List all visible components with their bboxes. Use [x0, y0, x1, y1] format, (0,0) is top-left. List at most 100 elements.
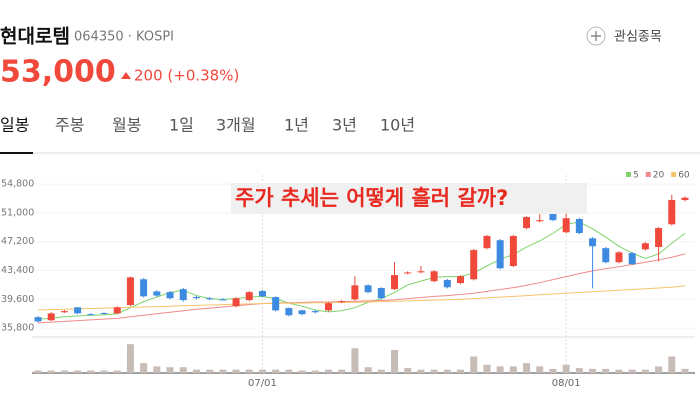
volume-bar	[245, 369, 253, 373]
candle-body	[74, 307, 82, 314]
legend-label: 60	[678, 171, 690, 181]
tab[interactable]: 10년	[380, 116, 415, 135]
candle-body	[377, 287, 385, 299]
candle-body	[34, 317, 42, 322]
y-tick-label: 47,200	[1, 236, 34, 247]
candle-body	[351, 285, 359, 300]
tab[interactable]: 주봉	[55, 116, 84, 135]
stock-name: 현대로템	[0, 26, 70, 48]
volume-bar	[404, 368, 412, 373]
candle-body	[549, 214, 557, 221]
candle-body	[113, 307, 121, 314]
candle-body	[602, 248, 610, 263]
volume-bar	[285, 369, 293, 373]
volume-bar	[470, 356, 478, 373]
volume-bar	[536, 366, 544, 373]
y-tick-label: 51,000	[1, 207, 34, 218]
x-tick-label: 08/01	[552, 378, 581, 389]
volume-bar	[549, 368, 557, 373]
candle-body	[258, 291, 266, 297]
candle-body	[575, 218, 583, 234]
stock-code: 064350 · KOSPI	[74, 30, 174, 45]
volume-bar	[523, 363, 531, 373]
candle-body	[166, 292, 174, 299]
volume-bar	[391, 349, 399, 373]
price: 53,000	[0, 55, 116, 90]
candle-body	[192, 297, 200, 299]
up-triangle	[121, 72, 131, 79]
annotation-bg	[231, 183, 587, 214]
candle-body	[285, 308, 293, 316]
candle-body	[153, 291, 161, 296]
annotation: 주가 추세는 어떻게 흘러 갈까?	[235, 186, 508, 210]
volume-bar	[298, 370, 306, 373]
candle-body	[457, 276, 465, 284]
x-tick-label: 07/01	[248, 378, 277, 389]
tab[interactable]: 1일	[169, 116, 194, 135]
volume-bar	[338, 369, 346, 373]
legend-swatch	[645, 172, 651, 177]
volume-bar	[615, 369, 623, 373]
volume-bar	[562, 364, 570, 373]
volume-bar	[430, 369, 438, 373]
volume-bar	[192, 369, 200, 373]
candle-body	[100, 313, 108, 315]
y-tick-label: 39,600	[1, 294, 34, 305]
volume-bar	[443, 369, 451, 373]
volume-bar	[496, 366, 504, 373]
candle-body	[338, 301, 346, 303]
volume-bar	[60, 370, 68, 373]
candle-body	[430, 271, 438, 282]
moving-average-line	[37, 253, 686, 324]
volume-bar	[668, 356, 676, 373]
tab[interactable]: 1년	[284, 116, 309, 135]
volume-bar	[100, 370, 108, 373]
candle-body	[404, 272, 412, 274]
candle-body	[232, 298, 240, 307]
volume-bar	[681, 368, 689, 373]
candle-body	[219, 299, 227, 301]
volume-bar	[113, 370, 121, 373]
volume-bar	[628, 369, 636, 373]
candle-body	[615, 252, 623, 263]
volume-bar	[232, 369, 240, 373]
y-tick-label: 43,400	[1, 265, 34, 276]
price-change: 200 (+0.38%)	[134, 67, 239, 85]
volume-bar	[641, 369, 649, 373]
volume-bar	[34, 370, 42, 373]
tab[interactable]: 3년	[332, 116, 357, 135]
candle-body	[536, 220, 544, 222]
candle-body	[483, 236, 491, 249]
watch-icon[interactable]	[586, 26, 606, 46]
volume-bar	[74, 370, 82, 373]
candle-body	[470, 250, 478, 280]
volume-bar	[457, 369, 465, 373]
volume-bar	[377, 369, 385, 373]
candle-body	[496, 240, 504, 269]
legend-swatch	[671, 172, 677, 177]
volume-bar	[589, 368, 597, 373]
y-tick-label: 35,800	[1, 323, 34, 334]
legend-swatch	[626, 172, 631, 177]
watch-button[interactable]: 관심종목	[614, 30, 662, 45]
tab[interactable]: 3개월	[216, 116, 256, 135]
candle-body	[364, 285, 372, 293]
candle-body	[311, 311, 319, 313]
volume-bar	[179, 367, 187, 373]
candle-body	[417, 271, 425, 273]
volume-bar	[351, 348, 359, 373]
tab[interactable]: 일봉	[0, 116, 29, 135]
candle-body	[668, 200, 676, 225]
volume-bar	[166, 367, 174, 373]
legend-label: 5	[633, 171, 639, 181]
tab[interactable]: 월봉	[112, 116, 141, 135]
candle-body	[126, 277, 134, 306]
volume-bar	[258, 369, 266, 373]
y-tick-label: 54,800	[1, 179, 34, 190]
candle-body	[589, 238, 597, 247]
candle-body	[523, 217, 531, 229]
volume-bar	[364, 367, 372, 373]
volume-bar	[655, 366, 663, 373]
candle-body	[47, 313, 55, 321]
